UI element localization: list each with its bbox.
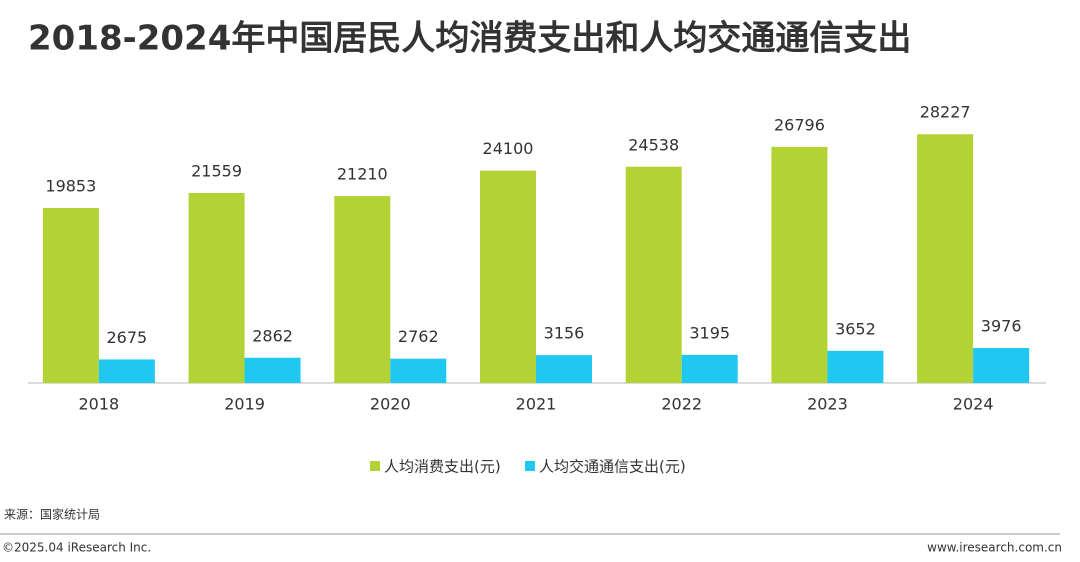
copyright: ©2025.04 iResearch Inc. (2, 541, 151, 555)
legend-swatch (370, 461, 380, 471)
source: 来源：国家统计局 (4, 507, 100, 522)
value-label: 2675 (106, 328, 147, 347)
x-tick-label: 2024 (953, 395, 994, 414)
value-label: 21210 (337, 165, 388, 184)
bar (188, 193, 245, 383)
x-tick-label: 2021 (516, 395, 557, 414)
value-label: 26796 (774, 115, 825, 134)
value-label: 3652 (835, 319, 876, 338)
bar (917, 134, 974, 383)
value-label: 2762 (398, 327, 439, 346)
x-tick-label: 2019 (224, 395, 265, 414)
bar (42, 208, 99, 383)
chart-title: 2018-2024年中国居民人均消费支出和人均交通通信支出 (28, 19, 911, 59)
legend-label: 人均交通通信支出(元) (539, 458, 686, 476)
bar (390, 358, 447, 383)
x-tick-label: 2022 (661, 395, 702, 414)
x-tick-label: 2020 (370, 395, 411, 414)
bar (536, 355, 592, 383)
legend-label: 人均消费支出(元) (384, 458, 501, 476)
website: www.iresearch.com.cn (927, 541, 1062, 555)
bar (625, 166, 682, 383)
bar (480, 170, 536, 383)
value-label: 28227 (920, 103, 971, 122)
value-label: 3195 (689, 323, 730, 342)
legend-swatch (525, 461, 535, 471)
x-tick-label: 2018 (78, 395, 119, 414)
value-label: 19853 (45, 177, 96, 196)
bar (827, 350, 884, 383)
x-tick-label: 2023 (807, 395, 848, 414)
value-label: 21559 (191, 162, 242, 181)
value-label: 3976 (981, 316, 1022, 335)
value-label: 2862 (252, 326, 293, 345)
value-label: 24100 (483, 139, 534, 158)
bar (973, 347, 1030, 383)
bar (244, 357, 301, 383)
value-label: 24538 (628, 135, 679, 154)
bar (771, 146, 828, 383)
value-label: 3156 (544, 324, 585, 343)
bar (98, 359, 155, 383)
bar (681, 354, 738, 383)
bar (334, 196, 391, 383)
